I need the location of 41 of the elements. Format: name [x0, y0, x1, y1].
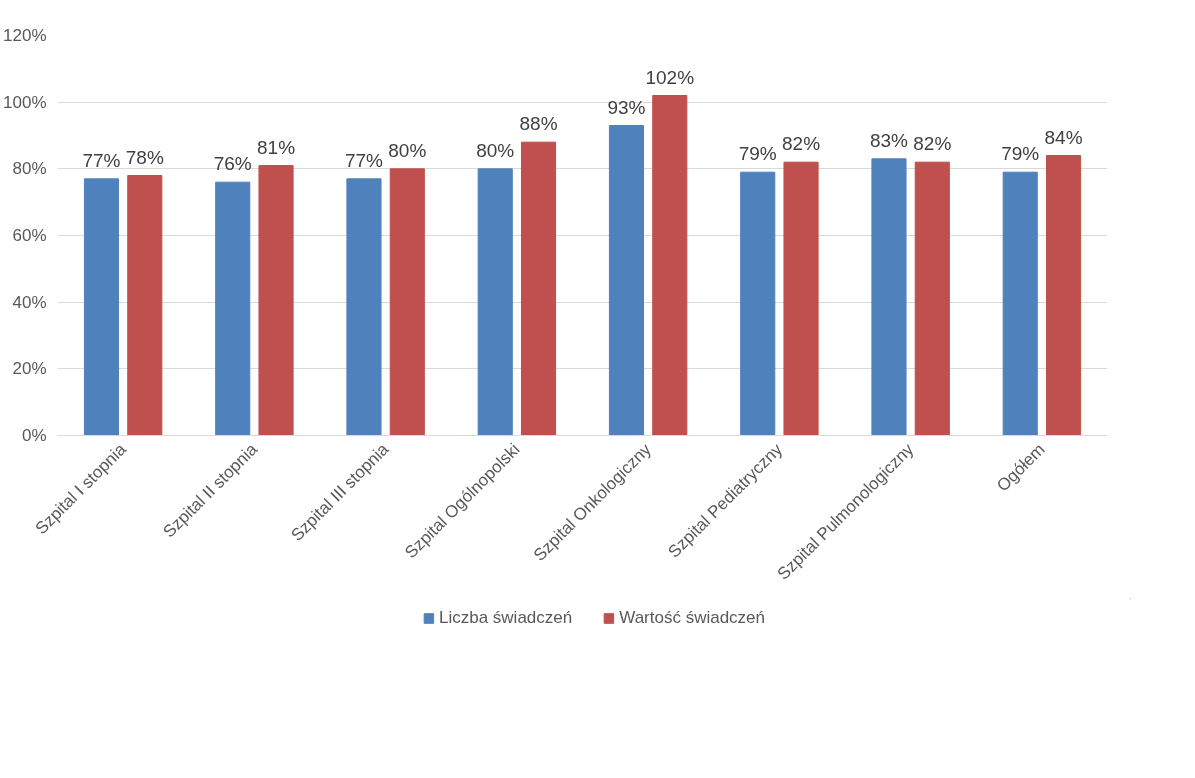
y-tick-label: 20%: [12, 359, 47, 379]
bar: [346, 178, 382, 436]
data-label: 82%: [782, 133, 821, 155]
y-tick-label: 100%: [3, 92, 47, 112]
data-label: 77%: [82, 149, 121, 171]
bar: [914, 161, 950, 436]
bar: [127, 175, 163, 436]
data-label: 82%: [913, 133, 952, 155]
data-label: 76%: [213, 153, 252, 175]
data-label: 79%: [1001, 143, 1040, 165]
data-label: 93%: [607, 96, 646, 118]
data-label: 78%: [125, 146, 164, 168]
legend-label: Wartość świadczeń: [619, 608, 766, 628]
bar: [1002, 171, 1038, 436]
data-label: 77%: [344, 149, 384, 171]
bar: [783, 161, 819, 436]
data-label: 102%: [645, 66, 695, 88]
data-label: 80%: [388, 139, 427, 161]
y-tick-label: 120%: [3, 26, 47, 45]
bar: [652, 95, 688, 436]
data-label: 81%: [257, 136, 296, 158]
bar: [871, 158, 907, 436]
data-label: 83%: [869, 129, 909, 151]
bar: [215, 181, 251, 436]
data-label: 88%: [519, 113, 558, 135]
bar: [608, 125, 645, 436]
bar: [1045, 155, 1082, 436]
bar: [83, 178, 120, 436]
legend-label: Liczba świadczeń: [438, 608, 573, 628]
bar: [520, 141, 557, 436]
bar: [258, 165, 294, 436]
y-tick-label: 40%: [12, 292, 47, 312]
y-tick-label: 80%: [12, 159, 47, 179]
bar: [740, 171, 776, 436]
bar: [389, 168, 425, 436]
data-label: 79%: [738, 143, 777, 165]
data-label: 80%: [476, 139, 515, 161]
y-tick-label: 60%: [12, 226, 47, 245]
y-tick-label: 0%: [21, 426, 47, 445]
bar: [477, 168, 513, 436]
data-label: 84%: [1044, 126, 1083, 148]
